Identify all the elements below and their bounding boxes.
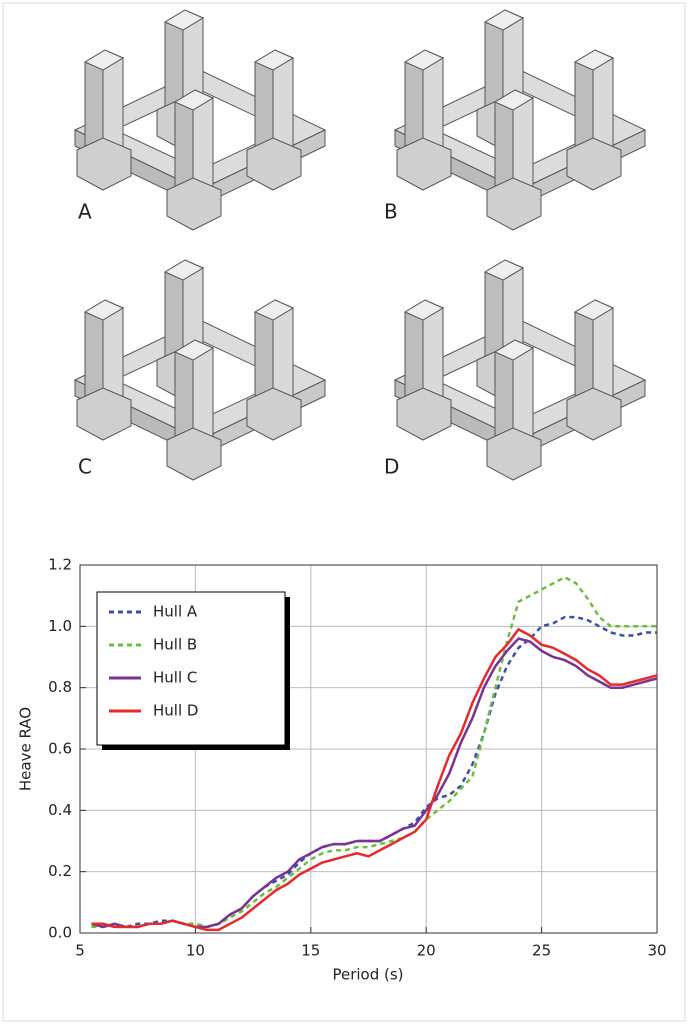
y-tick-label: 0.6 bbox=[48, 740, 72, 758]
legend-label: Hull C bbox=[153, 669, 197, 687]
legend-label: Hull D bbox=[153, 702, 198, 720]
panel-label: D bbox=[384, 455, 399, 479]
panel-label: B bbox=[384, 200, 398, 224]
panel-label: A bbox=[78, 200, 92, 224]
y-tick-label: 0.2 bbox=[48, 862, 72, 880]
y-tick-label: 0.0 bbox=[48, 924, 72, 942]
figure: A B C D Period (s) Heave RAO 0.0 0.2 0.4 0.… bbox=[0, 0, 688, 1026]
x-tick-label: 25 bbox=[532, 942, 551, 960]
x-tick-label: 15 bbox=[301, 942, 320, 960]
x-tick-label: 30 bbox=[647, 942, 666, 960]
y-tick-label: 0.8 bbox=[48, 678, 72, 696]
y-tick-label: 1.0 bbox=[48, 617, 72, 635]
x-tick-label: 5 bbox=[75, 942, 85, 960]
x-tick-label: 10 bbox=[186, 942, 205, 960]
legend-label: Hull A bbox=[153, 603, 198, 621]
y-axis-label: Heave RAO bbox=[17, 707, 35, 791]
x-axis-label: Period (s) bbox=[332, 966, 403, 984]
panel-label: C bbox=[78, 455, 92, 479]
legend-label: Hull B bbox=[153, 636, 197, 654]
y-tick-label: 0.4 bbox=[48, 801, 72, 819]
x-tick-label: 20 bbox=[417, 942, 436, 960]
y-tick-label: 1.2 bbox=[48, 556, 72, 574]
